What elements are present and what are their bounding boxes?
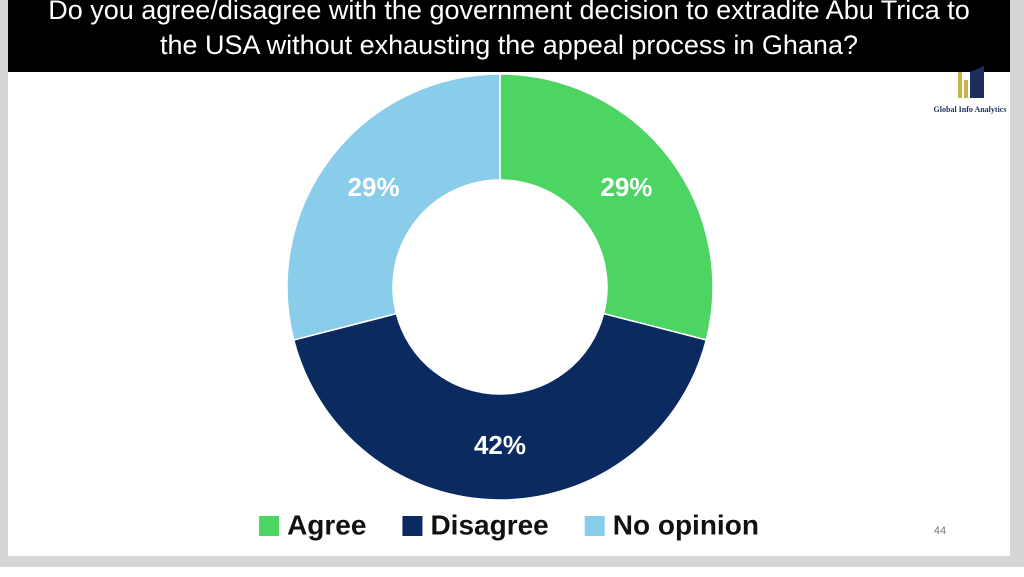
data-label: 29% xyxy=(600,172,652,202)
legend: Agree Disagree No opinion xyxy=(259,509,759,540)
title-bar xyxy=(8,0,1010,72)
data-label: 42% xyxy=(474,430,526,460)
donut-slice xyxy=(292,312,708,501)
logo-bar xyxy=(958,72,962,98)
legend-swatch xyxy=(259,516,280,536)
logo-text: Global Info Analytics xyxy=(934,105,1007,114)
legend-swatch xyxy=(402,516,423,536)
logo: Global Info Analytics xyxy=(934,66,1007,114)
donut-slice xyxy=(286,73,501,341)
legend-label: Disagree xyxy=(430,509,548,540)
legend-swatch xyxy=(584,516,605,536)
chart-title: Do you agree/disagree with the governmen… xyxy=(48,0,970,60)
next-slide-edge xyxy=(0,567,1024,577)
donut-slice xyxy=(499,73,714,341)
data-label: 29% xyxy=(348,172,400,202)
legend-label: No opinion xyxy=(613,509,759,540)
logo-bar xyxy=(964,80,968,98)
slide-number: 44 xyxy=(934,525,946,537)
legend-label: Agree xyxy=(287,509,366,540)
logo-shape xyxy=(970,66,984,98)
